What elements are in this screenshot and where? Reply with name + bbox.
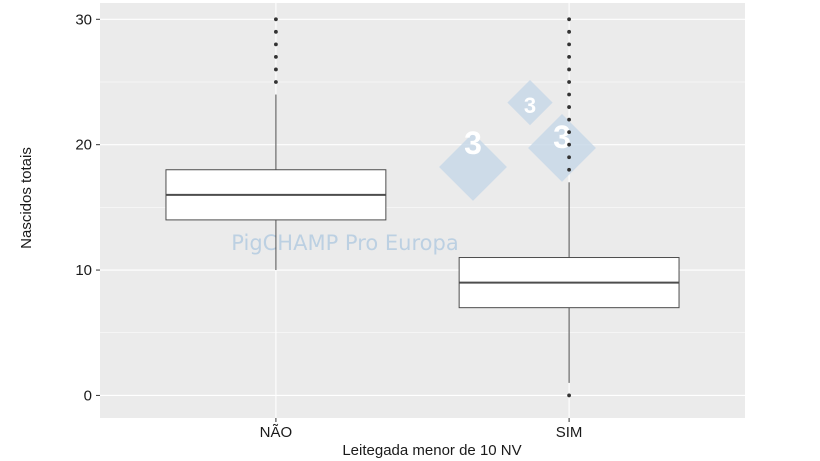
outlier-point: [567, 393, 571, 398]
outlier-point: [567, 42, 571, 47]
outlier-point: [567, 105, 571, 109]
watermark-logo-digit: 3: [464, 125, 482, 161]
y-tick-label: 0: [84, 387, 92, 404]
outlier-point: [567, 80, 571, 84]
outlier-point: [567, 67, 571, 72]
outlier-point: [274, 42, 278, 47]
x-axis: NÃO SIM: [260, 418, 583, 441]
x-tick-label: SIM: [556, 424, 583, 441]
outlier-point: [274, 67, 278, 72]
x-tick-label: NÃO: [260, 424, 293, 441]
y-tick-label: 10: [75, 262, 92, 279]
outlier-point: [274, 55, 278, 59]
x-axis-title: Leitegada menor de 10 NV: [342, 442, 521, 459]
y-tick-label: 20: [75, 137, 92, 154]
watermark-logo-digit: 3: [524, 93, 536, 118]
watermark-text: PigCHAMP Pro Europa: [231, 231, 458, 255]
outlier-point: [274, 80, 278, 84]
outlier-point: [567, 142, 571, 147]
outlier-point: [567, 117, 571, 122]
y-axis-title: Nascidos totais: [18, 147, 35, 249]
watermark-logo-digit: 3: [553, 119, 571, 155]
outlier-point: [274, 29, 278, 34]
outlier-point: [567, 155, 571, 160]
y-axis: 0 10 20 30: [75, 11, 100, 404]
outlier-point: [567, 130, 571, 135]
outlier-point: [567, 55, 571, 59]
outlier-point: [274, 17, 278, 22]
outlier-point: [567, 167, 571, 172]
boxes: [165, 17, 680, 398]
y-tick-label: 30: [75, 11, 92, 28]
outlier-point: [567, 17, 571, 22]
outlier-point: [567, 29, 571, 34]
outlier-point: [567, 92, 571, 97]
